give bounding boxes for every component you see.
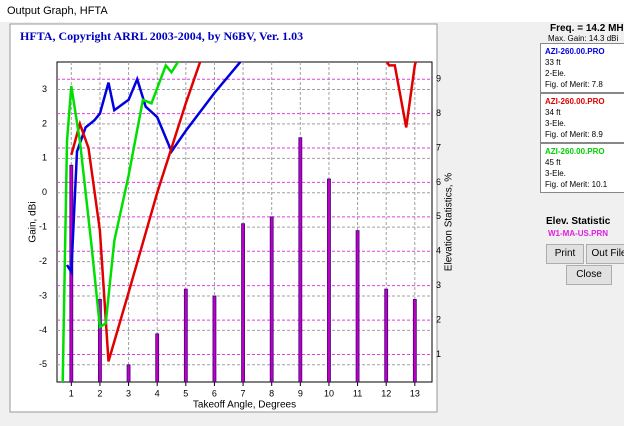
y-tick-label: 2 — [42, 118, 47, 128]
x-tick-label: 6 — [212, 388, 217, 398]
freq: Freq. = 14.2 MHz — [550, 23, 624, 34]
button-label: Close — [576, 269, 602, 280]
file-height: 33 ft — [545, 58, 561, 67]
bar — [355, 230, 360, 382]
button-label: Print — [554, 248, 576, 259]
file-elements: 2-Ele. — [545, 69, 566, 78]
gain-line — [61, 62, 180, 382]
file-elements: 3-Ele. — [545, 169, 566, 178]
file-merit: Fig. of Merit: 8.9 — [545, 130, 603, 139]
button-label: Out File — [591, 248, 624, 259]
file-list: AZI-260.00.PRO 33 ft 2-Ele. Fig. of Merit: … — [540, 43, 624, 193]
y2-tick-label: 2 — [436, 314, 441, 324]
file-elements: 3-Ele. — [545, 119, 566, 128]
x-tick-label: 7 — [241, 388, 246, 398]
bar — [384, 288, 389, 382]
file-name: AZI-260.00.PRO — [545, 147, 605, 156]
y-tick-label: -3 — [39, 290, 47, 300]
file-merit: Fig. of Merit: 7.8 — [545, 80, 603, 89]
file-name: AZI-260.00.PRO — [545, 47, 605, 56]
x-tick-label: 8 — [269, 388, 274, 398]
bar — [183, 288, 188, 382]
file-entry: AZI-260.00.PRO 45 ft 3-Ele. Fig. of Merit: … — [540, 143, 624, 193]
file-name: AZI-260.00.PRO — [545, 97, 605, 106]
file-height: 45 ft — [545, 158, 561, 167]
y-tick-label: 1 — [42, 153, 47, 163]
y2-tick-label: 6 — [436, 177, 441, 187]
elev-title: Elev. Statistic — [546, 216, 611, 227]
bar — [241, 223, 245, 382]
bar — [327, 178, 331, 382]
y2-axis-label: Elevation Statistics, % — [444, 173, 455, 271]
side-panel: Freq. = 14.2 MHz Max. Gain: 14.3 dBi AZI… — [540, 22, 624, 426]
x-axis-label: Takeoff Angle, Degrees — [193, 400, 296, 411]
file-entry: AZI-260.00.PRO 34 ft 3-Ele. Fig. of Merit: … — [540, 93, 624, 143]
y2-tick-label: 7 — [436, 142, 441, 152]
x-tick-label: 5 — [183, 388, 188, 398]
bar — [269, 216, 274, 382]
elev-file: W1-MA-US.PRN — [548, 229, 608, 238]
gain-line — [70, 62, 418, 362]
bar — [298, 137, 303, 382]
x-tick-label: 11 — [353, 388, 362, 398]
bar — [412, 299, 417, 382]
bar — [126, 364, 131, 382]
y-tick-label: -5 — [39, 359, 47, 369]
chart: HFTA, Copyright ARRL 2003-2004, by N6BV,… — [9, 23, 455, 413]
x-tick-label: 10 — [324, 388, 334, 398]
y-tick-label: 0 — [42, 187, 47, 197]
x-tick-label: 9 — [298, 388, 303, 398]
x-tick-label: 2 — [97, 388, 102, 398]
y2-tick-label: 8 — [436, 108, 441, 118]
y2-tick-label: 3 — [436, 280, 441, 290]
y-tick-label: -1 — [39, 222, 47, 232]
bar — [155, 333, 160, 382]
y2-tick-label: 4 — [436, 246, 441, 256]
title-bar: Output Graph, HFTA — [0, 0, 624, 22]
close-button[interactable]: Close — [566, 265, 612, 285]
plot-marks — [61, 62, 418, 382]
y-tick-label: 3 — [42, 84, 47, 94]
out-file-button[interactable]: Out File — [586, 244, 624, 264]
bar — [98, 299, 102, 382]
x-tick-label: 13 — [410, 388, 420, 398]
chart-title: HFTA, Copyright ARRL 2003-2004, by N6BV,… — [20, 29, 303, 43]
y2-tick-label: 5 — [436, 211, 441, 221]
file-merit: Fig. of Merit: 10.1 — [545, 180, 608, 189]
x-tick-label: 4 — [155, 388, 160, 398]
max-gain: Max. Gain: 14.3 dBi — [548, 34, 619, 43]
x-tick-label: 3 — [126, 388, 131, 398]
y-tick-label: -4 — [39, 325, 47, 335]
y-tick-label: -2 — [39, 256, 47, 266]
file-height: 34 ft — [545, 108, 561, 117]
y-axis-label: Gain, dBi — [28, 201, 39, 242]
y2-tick-label: 1 — [436, 349, 441, 359]
x-tick-label: 1 — [69, 388, 74, 398]
x-tick-label: 12 — [381, 388, 391, 398]
print-button[interactable]: Print — [546, 244, 584, 264]
y2-tick-label: 9 — [436, 74, 441, 84]
bar — [212, 295, 217, 382]
file-entry: AZI-260.00.PRO 33 ft 2-Ele. Fig. of Merit: … — [540, 43, 624, 93]
